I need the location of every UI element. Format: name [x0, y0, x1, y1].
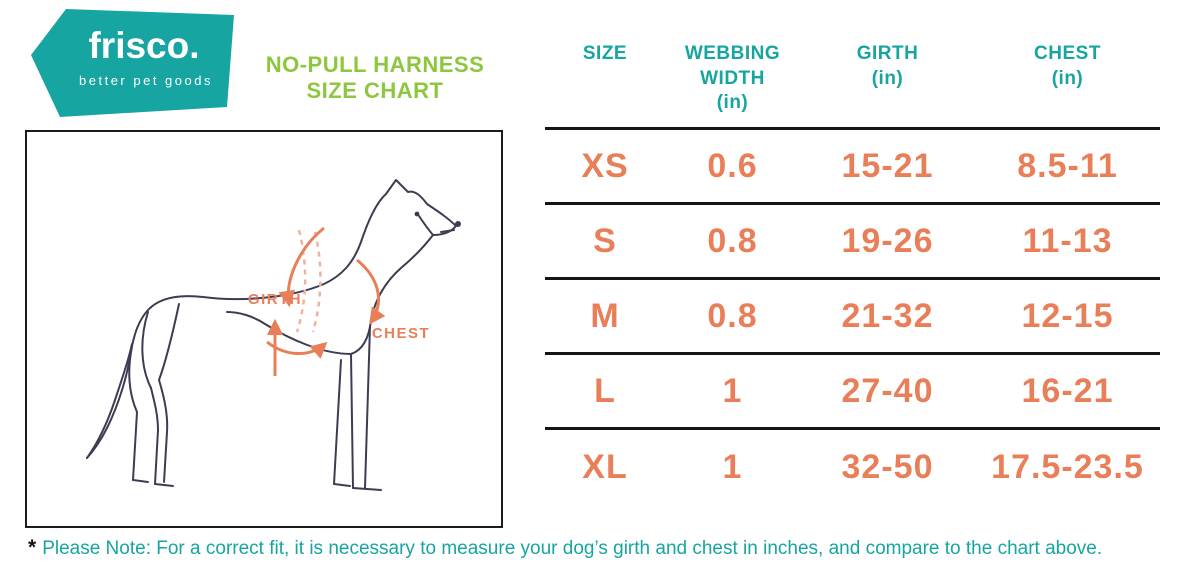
chest-curve-arrow: [356, 258, 386, 325]
chest-cell: 17.5-23.5: [991, 448, 1144, 486]
header-line: WIDTH: [700, 67, 765, 89]
chest-cell: 11-13: [1022, 221, 1113, 260]
girth-cell: 27-40: [841, 371, 934, 410]
footnote-asterisk: *: [28, 536, 37, 559]
webbing-width-cell: 0.8: [707, 221, 758, 260]
girth-curve-arrow: [278, 226, 325, 308]
size-cell: XS: [581, 146, 629, 185]
header-line: (in): [716, 92, 749, 114]
webbing-width-cell: 0.6: [707, 146, 758, 185]
col-header-girth: GIRTH (in): [800, 40, 975, 127]
table-row: M 0.8 21-32 12-15: [545, 280, 1160, 355]
girth-cell: 15-21: [841, 146, 934, 185]
logo-brand-text: frisco.: [88, 25, 199, 66]
chest-measurement-arrow: CHEST: [356, 258, 430, 342]
girth-cell: 21-32: [841, 296, 934, 335]
size-cell: S: [593, 221, 617, 260]
webbing-width-cell: 1: [722, 371, 743, 410]
webbing-width-cell: 0.8: [707, 296, 758, 335]
girth-dashed-line: [311, 231, 322, 333]
header-line: GIRTH: [856, 43, 919, 64]
girth-measurement-arrows: GIRTH: [248, 226, 328, 376]
chest-cell: 12-15: [1021, 296, 1114, 335]
page-title-line1: NO-PULL HARNESS: [265, 52, 485, 77]
col-header-webbing-width: WEBBING WIDTH (in): [665, 40, 800, 127]
header-line: WEBBING: [684, 43, 781, 64]
size-cell: XL: [582, 448, 628, 486]
table-row: XL 1 32-50 17.5-23.5: [545, 430, 1160, 505]
header-line: (in): [1051, 67, 1084, 89]
table-row: L 1 27-40 16-21: [545, 355, 1160, 430]
table-header-row: SIZE WEBBING WIDTH (in) GIRTH (in) CHEST…: [545, 40, 1160, 130]
page-title: NO-PULL HARNESS SIZE CHART: [240, 52, 510, 104]
frisco-logo: frisco. better pet goods: [31, 9, 234, 117]
footnote-text: Please Note: For a correct fit, it is ne…: [42, 538, 1103, 559]
girth-cell: 32-50: [841, 448, 934, 486]
girth-label: GIRTH: [248, 291, 302, 308]
girth-bottom-arc-arrow: [266, 340, 328, 359]
webbing-width-cell: 1: [722, 448, 743, 486]
girth-dashed-line: [295, 229, 307, 333]
table-row: XS 0.6 15-21 8.5-11: [545, 130, 1160, 205]
chest-label: CHEST: [372, 325, 430, 342]
size-chart-table: SIZE WEBBING WIDTH (in) GIRTH (in) CHEST…: [545, 40, 1160, 505]
col-header-size: SIZE: [545, 40, 665, 127]
footnote: * Please Note: For a correct fit, it is n…: [28, 536, 1188, 560]
chest-cell: 16-21: [1021, 371, 1114, 410]
dog-diagram-box: GIRTH CHEST: [25, 130, 503, 528]
dog-measurement-diagram: GIRTH CHEST: [86, 179, 461, 491]
size-cell: M: [590, 296, 620, 335]
col-header-chest: CHEST (in): [975, 40, 1160, 127]
chest-cell: 8.5-11: [1017, 146, 1118, 185]
header-line: CHEST: [1034, 43, 1101, 64]
size-cell: L: [594, 371, 616, 410]
logo-banner-shape: [31, 9, 234, 117]
page-title-line2: SIZE CHART: [306, 77, 444, 103]
header-line: (in): [871, 67, 904, 89]
header-line: SIZE: [582, 43, 628, 64]
table-row: S 0.8 19-26 11-13: [545, 205, 1160, 280]
logo-tagline-text: better pet goods: [79, 73, 213, 88]
girth-cell: 19-26: [841, 221, 934, 260]
dog-illustration: [86, 179, 461, 491]
